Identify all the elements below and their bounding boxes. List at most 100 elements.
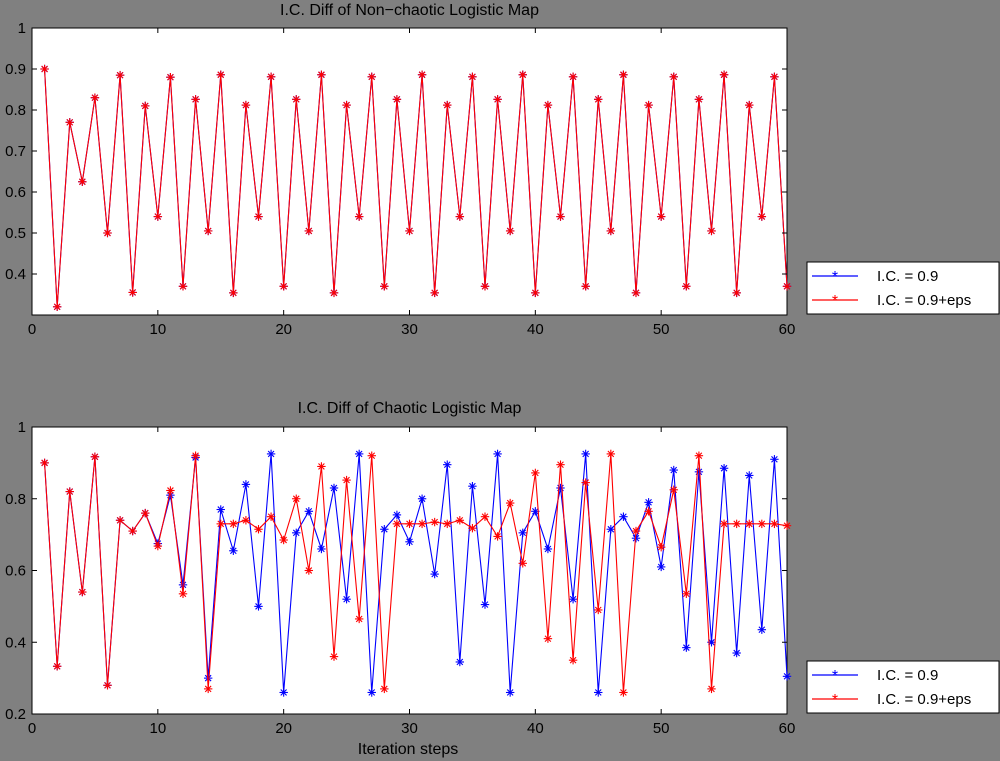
x-tick-label: 10 [149, 321, 166, 338]
data-point [606, 525, 616, 534]
data-point [241, 480, 251, 489]
x-tick-label: 40 [527, 720, 544, 737]
x-tick-label: 30 [401, 720, 418, 737]
data-point [317, 544, 326, 554]
data-point [78, 177, 87, 186]
data-point [568, 655, 578, 665]
data-point [782, 672, 792, 681]
data-point [342, 475, 351, 485]
chart-title: I.C. Diff of Chaotic Logistic Map [298, 400, 522, 417]
data-point [329, 288, 339, 298]
data-point [770, 72, 779, 81]
chart-title: I.C. Diff of Non−chaotic Logistic Map [280, 2, 539, 19]
data-point [354, 614, 364, 624]
data-point [505, 226, 515, 236]
legend-marker-blue: * [832, 668, 838, 685]
data-point [656, 562, 666, 572]
data-point [518, 528, 527, 538]
x-axis-label: Iteration steps [358, 741, 459, 758]
x-tick-label: 50 [653, 720, 670, 737]
data-point [166, 486, 175, 495]
legend-label-red: I.C. = 0.9+eps [877, 691, 971, 708]
data-point [480, 512, 490, 521]
y-tick-label: 0.5 [5, 225, 26, 242]
legend-label-blue: I.C. = 0.9 [877, 667, 938, 684]
data-point [443, 100, 452, 110]
data-point [518, 70, 527, 79]
data-point [745, 471, 754, 480]
y-tick-label: 1 [18, 419, 26, 436]
data-point [656, 212, 666, 221]
series-line-red [44, 68, 788, 307]
data-point [732, 519, 741, 529]
data-point [254, 212, 263, 221]
data-point [581, 478, 590, 487]
data-point [254, 525, 263, 534]
data-point [480, 282, 490, 291]
data-point [594, 95, 603, 104]
data-point [115, 516, 125, 525]
data-point [342, 595, 351, 604]
data-point [770, 455, 779, 464]
data-point [367, 72, 376, 81]
data-point [631, 526, 641, 536]
y-tick-label: 0.4 [5, 634, 26, 651]
data-point [644, 507, 653, 516]
data-point [417, 519, 427, 529]
data-point [707, 226, 716, 236]
data-point [292, 494, 301, 503]
data-point [556, 460, 565, 469]
data-point [669, 465, 678, 475]
data-point [354, 212, 364, 221]
data-point [430, 288, 439, 298]
data-point [505, 688, 515, 697]
y-tick-label: 0.4 [5, 266, 26, 283]
data-point [191, 95, 200, 104]
data-point [405, 519, 414, 529]
data-point [380, 684, 389, 694]
y-tick-label: 0.8 [5, 102, 26, 119]
data-point [568, 72, 578, 81]
data-point [405, 226, 414, 236]
legend-marker-red: * [832, 692, 838, 709]
data-point [254, 602, 263, 611]
x-tick-label: 0 [28, 321, 36, 338]
data-point [329, 483, 339, 493]
data-point [656, 542, 666, 552]
data-point [354, 449, 364, 459]
data-point [279, 688, 288, 697]
data-point [619, 688, 628, 697]
data-point [52, 302, 62, 311]
data-point [581, 282, 590, 291]
data-point [493, 532, 502, 541]
data-point [556, 483, 565, 493]
data-point [178, 589, 188, 599]
data-point [392, 510, 402, 520]
data-point [417, 494, 427, 503]
data-point [430, 517, 439, 527]
series-layer [40, 64, 792, 311]
legend-label-red: I.C. = 0.9+eps [877, 292, 971, 309]
data-point [619, 70, 628, 79]
data-point [329, 652, 339, 661]
data-point [141, 101, 150, 111]
data-point [229, 288, 238, 298]
y-tick-label: 0.8 [5, 491, 26, 508]
data-point [52, 662, 62, 671]
data-point [128, 288, 137, 297]
data-point [581, 449, 590, 459]
data-point [292, 95, 301, 104]
data-point [493, 449, 502, 459]
data-point [241, 516, 251, 525]
data-point [65, 487, 74, 496]
data-point [317, 462, 326, 471]
x-tick-label: 60 [779, 720, 796, 737]
data-point [153, 212, 163, 221]
data-point [380, 525, 389, 534]
y-tick-label: 1 [18, 20, 26, 37]
data-point [78, 587, 87, 597]
data-point [455, 657, 465, 667]
data-point [405, 537, 414, 546]
data-point [266, 449, 276, 459]
data-point [606, 449, 616, 459]
